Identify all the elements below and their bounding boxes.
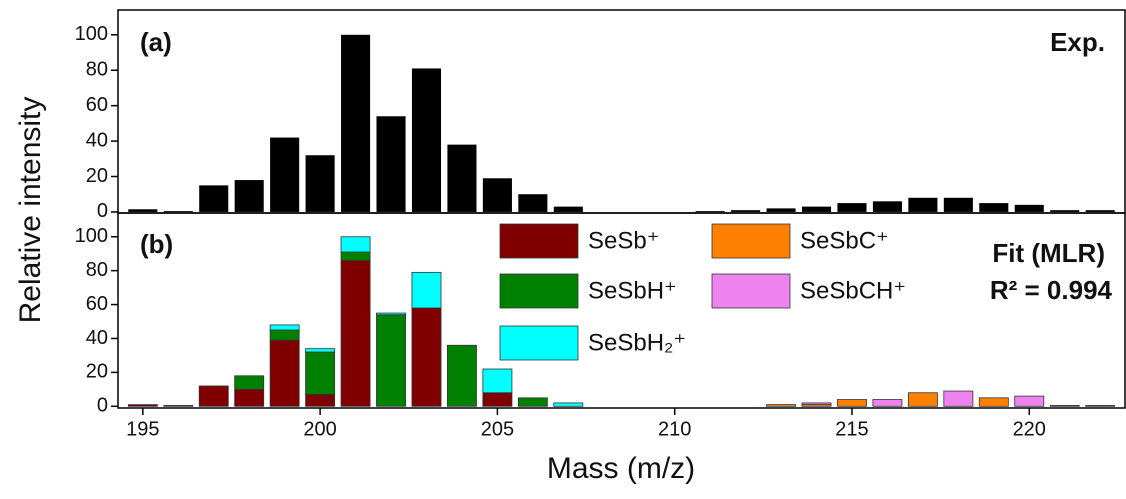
bar: [270, 137, 300, 212]
annotation: (a): [140, 27, 172, 57]
y-tick-label: 0: [97, 395, 108, 417]
panel-frame: [117, 212, 1126, 409]
legend-swatch: [711, 273, 791, 309]
bar-segment: [269, 329, 300, 341]
y-axis-label: Relative intensity: [14, 97, 47, 324]
bar-segment: [766, 404, 796, 407]
bar-segment: [198, 385, 229, 407]
y-tick-label: 20: [86, 165, 108, 187]
x-axis-label: Mass (m/z): [547, 452, 695, 485]
y-tick-label: 0: [97, 200, 108, 222]
bar: [837, 203, 867, 212]
y-tick-label: 100: [75, 225, 108, 247]
x-tick-label: 210: [658, 418, 691, 440]
annotation: Fit (MLR): [992, 238, 1105, 268]
bar-segment: [305, 351, 336, 395]
bar-segment: [234, 375, 265, 390]
bar: [341, 34, 371, 212]
bar-segment: [447, 344, 477, 407]
bar-segment: [872, 399, 903, 407]
bar-segment: [1014, 395, 1045, 407]
bar-segment: [907, 392, 938, 407]
bar-segment: [553, 402, 584, 407]
bar: [908, 197, 938, 212]
y-tick-label: 60: [86, 94, 108, 116]
y-tick-label: 40: [86, 129, 108, 151]
annotation: (b): [140, 229, 173, 259]
y-tick-label: 80: [86, 259, 108, 281]
bar-segment: [269, 339, 300, 407]
bar-segment: [340, 251, 371, 261]
bar-segment: [801, 402, 832, 406]
bar: [943, 197, 973, 212]
y-tick-label: 60: [86, 293, 108, 315]
bar-segment: [411, 271, 442, 309]
bar: [234, 180, 264, 212]
annotation: R² = 0.994: [990, 275, 1113, 305]
legend-swatch: [499, 325, 579, 361]
panel-frame: [117, 9, 1126, 214]
bar: [376, 116, 406, 212]
bar: [1085, 210, 1115, 212]
bar: [1050, 210, 1080, 212]
bar: [731, 210, 761, 212]
y-tick-label: 100: [75, 23, 108, 45]
bar-segment: [1085, 405, 1116, 407]
x-tick-label: 220: [1013, 418, 1046, 440]
legend-swatch: [499, 223, 579, 259]
y-tick-label: 40: [86, 327, 108, 349]
bar: [695, 211, 725, 212]
bar: [766, 208, 796, 212]
bar-segment: [837, 399, 867, 407]
bar-segment: [305, 348, 336, 353]
bar-segment: [482, 368, 513, 394]
bar-segment: [376, 312, 406, 316]
y-tick-label: 80: [86, 59, 108, 81]
bar-segment: [943, 390, 974, 407]
bar-segment: [305, 394, 336, 407]
bar: [801, 206, 832, 212]
bar: [199, 185, 229, 212]
x-tick-label: 195: [126, 418, 159, 440]
bar: [128, 209, 158, 212]
legend-label: SeSb⁺: [588, 227, 659, 254]
legend-swatch: [711, 223, 791, 259]
x-tick-label: 205: [481, 418, 514, 440]
x-tick-label: 215: [835, 418, 868, 440]
annotation: Exp.: [1050, 27, 1105, 57]
bar-segment: [376, 314, 406, 407]
bar: [872, 201, 902, 212]
bar: [305, 155, 335, 212]
bar-segment: [234, 388, 265, 407]
bar-segment: [1049, 405, 1080, 407]
legend-label: SeSbC⁺: [800, 227, 889, 254]
legend-label: SeSbH₂⁺: [588, 329, 686, 356]
bar-segment: [340, 260, 371, 407]
bar-segment: [340, 236, 371, 253]
bar-segment: [482, 392, 513, 407]
bar: [518, 194, 548, 212]
bar-segment: [127, 404, 158, 407]
bar-segment: [978, 397, 1009, 407]
bar: [1014, 204, 1044, 212]
legend-label: SeSbH⁺: [588, 277, 677, 304]
y-tick-label: 20: [86, 361, 108, 383]
bar-segment: [517, 397, 548, 407]
bar-segment: [411, 307, 442, 407]
bar: [163, 211, 193, 212]
bar-segment: [163, 405, 194, 407]
legend-swatch: [499, 273, 579, 309]
bar: [553, 206, 583, 212]
bar: [979, 203, 1009, 212]
bar: [447, 144, 477, 212]
legend-label: SeSbCH⁺: [800, 277, 906, 304]
x-tick-label: 200: [303, 418, 336, 440]
bar: [411, 68, 442, 212]
bar-segment: [269, 324, 300, 331]
bar: [482, 178, 512, 212]
